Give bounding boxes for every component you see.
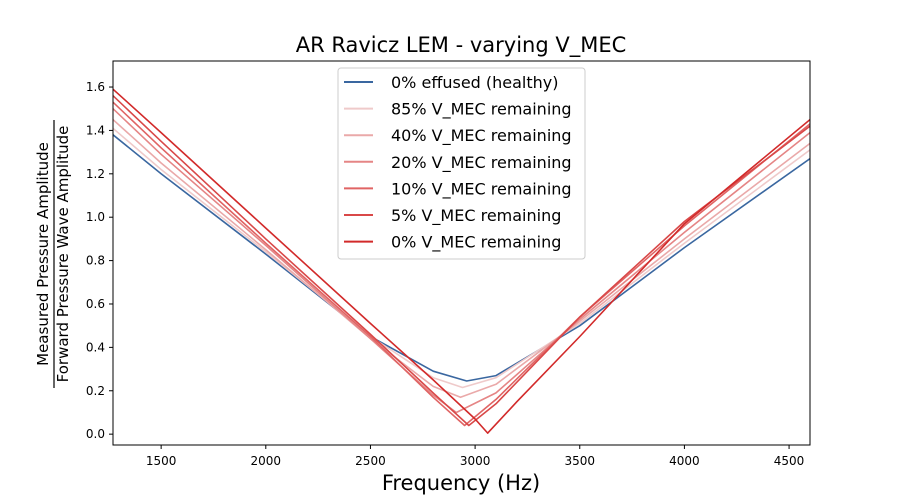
legend-label: 5% V_MEC remaining	[391, 206, 561, 226]
legend-label: 0% effused (healthy)	[391, 73, 559, 92]
y-axis: 0.0 0.2 0.4 0.6 0.8 1.0 1.2 1.4 1.6	[86, 80, 113, 441]
plot-frame	[112, 60, 811, 446]
y-axis-title-denominator: Forward Pressure Wave Amplitude	[54, 126, 72, 383]
y-tick-label: 1.4	[86, 123, 105, 137]
x-axis-title: Frequency (Hz)	[382, 471, 540, 495]
series-line-1	[113, 127, 810, 389]
x-tick-label: 1500	[146, 454, 177, 468]
series-line-5	[113, 95, 810, 427]
series-line-0	[113, 134, 810, 382]
x-tick-label: 2000	[251, 454, 282, 468]
x-tick-label: 3500	[564, 454, 595, 468]
y-tick-label: 0.0	[86, 427, 105, 441]
y-tick-label: 0.6	[86, 297, 105, 311]
y-tick-label: 1.6	[86, 80, 105, 94]
legend-label: 20% V_MEC remaining	[391, 153, 572, 173]
series-line-6	[113, 88, 810, 434]
y-tick-label: 1.2	[86, 167, 105, 181]
x-tick-label: 4500	[774, 454, 805, 468]
y-tick-label: 0.4	[86, 340, 105, 354]
x-tick-label: 4000	[669, 454, 700, 468]
y-tick-label: 0.2	[86, 384, 105, 398]
legend: 0% effused (healthy) 85% V_MEC remaining 4…	[337, 67, 586, 260]
y-tick-label: 1.0	[86, 210, 105, 224]
y-axis-title: Measured Pressure Amplitude Forward Pres…	[34, 120, 72, 388]
y-axis-title-numerator: Measured Pressure Amplitude	[34, 142, 52, 366]
chart-title: AR Ravicz LEM - varying V_MEC	[296, 33, 627, 58]
legend-label: 0% V_MEC remaining	[391, 233, 561, 253]
legend-label: 85% V_MEC remaining	[391, 100, 572, 120]
y-tick-label: 0.8	[86, 254, 105, 268]
series-layer	[113, 88, 810, 434]
legend-label: 10% V_MEC remaining	[391, 179, 572, 199]
x-tick-label: 2500	[355, 454, 386, 468]
series-line-4	[113, 101, 810, 427]
legend-label: 40% V_MEC remaining	[391, 126, 572, 146]
x-axis: 1500 2000 2500 3000 3500 4000 4500	[146, 445, 804, 468]
x-tick-label: 3000	[460, 454, 491, 468]
legend-box	[337, 67, 586, 260]
